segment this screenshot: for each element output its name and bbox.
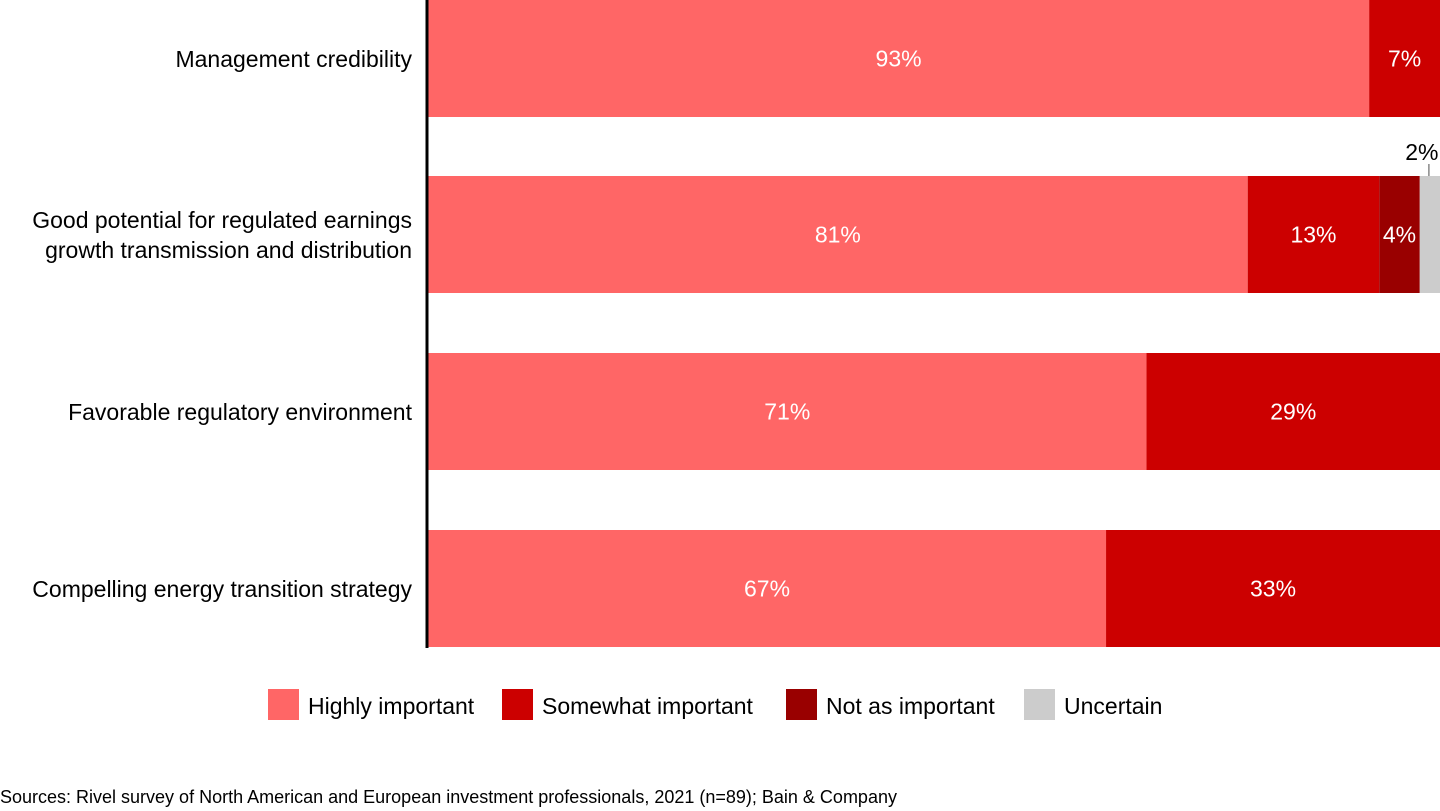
bar-segment-uncertain [1419, 176, 1440, 293]
category-label: Good potential for regulated earnings gro… [32, 205, 412, 265]
bar-segment-highly-important [428, 530, 1107, 647]
bar-segment-somewhat-important [1146, 353, 1440, 470]
bar-segment-not-as-important [1379, 176, 1420, 293]
category-label-line: Good potential for regulated earnings [32, 206, 412, 233]
bar-segment-somewhat-important [1369, 0, 1440, 117]
legend-swatch [502, 689, 533, 720]
data-label: 4% [1383, 222, 1416, 248]
data-label: 93% [876, 46, 922, 72]
data-label: 81% [815, 222, 861, 248]
category-label: Favorable regulatory environment [68, 397, 412, 427]
data-label: 67% [744, 576, 790, 602]
category-label-line: Compelling energy transition strategy [32, 575, 412, 602]
bar-segment-somewhat-important [1247, 176, 1380, 293]
legend-label: Uncertain [1064, 693, 1163, 719]
data-label: 29% [1270, 399, 1316, 425]
legend-label: Somewhat important [542, 693, 753, 719]
legend-swatch [1024, 689, 1055, 720]
legend: Highly important Somewhat important Not as… [0, 688, 1440, 724]
bar-segment-highly-important [428, 176, 1248, 293]
data-label: 13% [1290, 222, 1336, 248]
bar-segment-highly-important [428, 353, 1147, 470]
category-label: Compelling energy transition strategy [32, 574, 412, 604]
legend-swatch [786, 689, 817, 720]
legend-swatch [268, 689, 299, 720]
data-label: 71% [764, 399, 810, 425]
category-label-line: Management credibility [175, 45, 412, 72]
bar-segment-highly-important [428, 0, 1370, 117]
data-label: 33% [1250, 576, 1296, 602]
stacked-bar-chart: 93% 7% 81% 13% 4% 2% 71% 29% 67% 33% Management c… [32, 0, 1440, 648]
source-note: Sources: Rivel survey of North American … [0, 787, 897, 807]
category-label-line: Favorable regulatory environment [68, 398, 412, 425]
category-label: Management credibility [175, 44, 412, 74]
chart-plot: 93% 7% 81% 13% 4% 2% 71% 29% 67% 33% [425, 0, 1440, 648]
legend-label: Not as important [826, 693, 995, 719]
legend-label: Highly important [308, 693, 475, 719]
category-label-line: growth transmission and distribution [45, 236, 412, 263]
data-label: 7% [1388, 46, 1421, 72]
data-label: 2% [1405, 139, 1438, 165]
bar-segment-somewhat-important [1106, 530, 1440, 647]
